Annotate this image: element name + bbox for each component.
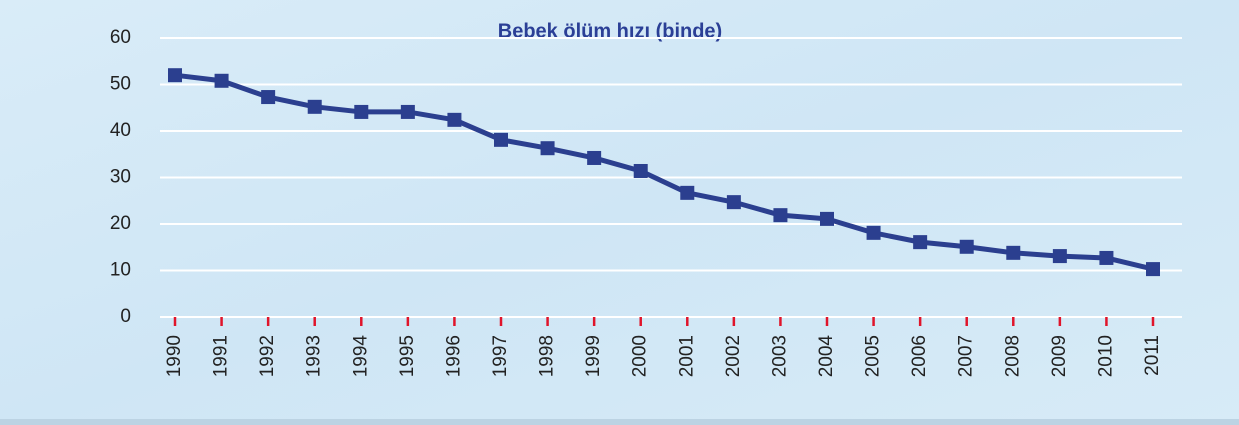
marker xyxy=(866,225,881,240)
x-tick-label: 2007 xyxy=(956,335,977,377)
marker xyxy=(261,90,276,105)
y-tick-label: 0 xyxy=(120,306,131,327)
x-tick-label: 2000 xyxy=(630,335,651,377)
marker xyxy=(1006,245,1021,260)
y-tick-label: 20 xyxy=(110,213,131,234)
marker xyxy=(726,195,741,210)
marker xyxy=(540,141,555,156)
marker xyxy=(1052,249,1067,264)
marker xyxy=(168,68,182,83)
marker xyxy=(494,132,508,147)
x-tick-label: 1995 xyxy=(397,335,418,377)
marker xyxy=(773,208,788,223)
marker xyxy=(680,185,695,200)
marker xyxy=(959,239,974,254)
y-tick-label: 60 xyxy=(110,27,131,48)
x-tick-label: 1996 xyxy=(443,335,464,377)
marker xyxy=(1099,250,1114,265)
x-tick-label: 1994 xyxy=(350,335,371,378)
x-tick-label: 2003 xyxy=(769,335,790,377)
x-tick-label: 1990 xyxy=(164,335,185,377)
y-tick-label: 10 xyxy=(110,260,131,281)
x-tick-label: 2009 xyxy=(1049,335,1070,377)
x-tick-label: 2001 xyxy=(676,335,697,377)
marker xyxy=(1146,262,1160,277)
chart-title: Bebek ölüm hızı (binde) xyxy=(498,20,722,42)
x-tick-label: 2006 xyxy=(909,335,930,377)
x-tick-label: 2004 xyxy=(816,335,837,378)
marker xyxy=(447,112,462,127)
x-tick-label: 2005 xyxy=(863,335,884,377)
y-tick-label: 40 xyxy=(110,120,131,141)
x-tick-label: 1998 xyxy=(537,335,558,377)
x-tick-label: 1999 xyxy=(583,335,604,377)
x-tick-label: 2010 xyxy=(1095,335,1116,377)
marker xyxy=(307,99,322,114)
marker xyxy=(913,235,928,250)
marker xyxy=(633,163,648,178)
x-tick-label: 1997 xyxy=(490,335,511,377)
x-tick-label: 2008 xyxy=(1002,335,1023,377)
line xyxy=(174,72,1154,272)
y-tick-label: 50 xyxy=(110,74,131,95)
x-tick-label: 2002 xyxy=(723,335,744,377)
x-tick-label: 1993 xyxy=(304,335,325,377)
y-tick-label: 30 xyxy=(110,167,131,188)
marker xyxy=(354,104,369,119)
marker xyxy=(400,104,415,119)
x-tick-label: 2011 xyxy=(1142,335,1163,376)
marker xyxy=(214,73,229,88)
bottom-border xyxy=(0,419,1239,425)
marker xyxy=(587,150,602,165)
x-tick-label: 1991 xyxy=(211,335,232,377)
marker xyxy=(820,211,834,226)
x-tick-label: 1992 xyxy=(257,335,278,377)
